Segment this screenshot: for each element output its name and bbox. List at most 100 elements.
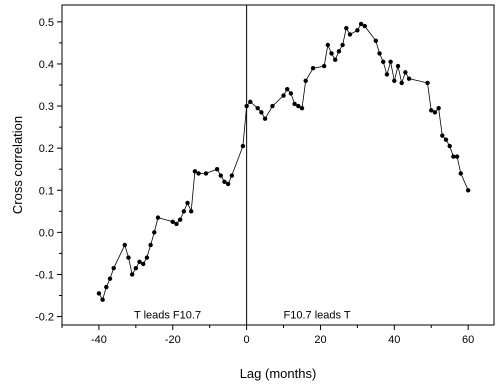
data-point xyxy=(155,215,161,220)
data-point xyxy=(362,23,367,29)
data-point xyxy=(447,143,452,149)
y-tick-label: 0.2 xyxy=(39,143,54,155)
data-point xyxy=(403,70,408,75)
data-point xyxy=(333,57,338,62)
data-point xyxy=(340,42,345,48)
data-point xyxy=(310,65,316,71)
data-point xyxy=(222,179,227,185)
data-point xyxy=(100,297,105,302)
data-point xyxy=(240,143,246,149)
series-line xyxy=(98,23,469,301)
data-point xyxy=(181,209,187,214)
data-point xyxy=(429,108,434,113)
data-point xyxy=(436,105,441,111)
data-point xyxy=(174,221,179,227)
data-point xyxy=(425,80,430,86)
data-point xyxy=(126,255,131,260)
data-point xyxy=(203,171,209,176)
data-point xyxy=(451,154,456,159)
data-point xyxy=(288,91,294,96)
data-point xyxy=(299,105,305,111)
y-tick-label: 0.3 xyxy=(39,101,54,113)
data-point xyxy=(214,167,220,172)
data-point xyxy=(137,259,142,265)
y-tick-label: 0.5 xyxy=(39,17,54,29)
data-point xyxy=(321,63,327,69)
y-axis-title: Cross correlation xyxy=(10,116,25,214)
data-point xyxy=(255,105,260,111)
data-point xyxy=(262,116,268,121)
annotation-layer: T leads F10.7 F10.7 leads T xyxy=(134,310,351,322)
series-layer xyxy=(96,21,471,302)
x-tick-label: -20 xyxy=(165,334,181,346)
data-point xyxy=(111,265,116,271)
data-point xyxy=(96,291,102,296)
data-point xyxy=(443,137,449,142)
data-point xyxy=(292,101,297,107)
data-point xyxy=(122,242,127,248)
data-point xyxy=(152,230,157,235)
data-point xyxy=(381,59,386,65)
data-point xyxy=(144,255,150,260)
data-point xyxy=(373,38,379,43)
data-point xyxy=(432,110,438,115)
region-annotation: T leads F10.7 xyxy=(134,310,201,322)
y-tick-label: 0.1 xyxy=(39,185,54,197)
data-point xyxy=(177,217,183,222)
region-annotation: F10.7 leads T xyxy=(284,310,351,322)
plot-frame xyxy=(61,4,495,326)
data-point xyxy=(104,284,109,290)
y-tick-label: 0.0 xyxy=(39,227,54,239)
data-point xyxy=(285,87,290,92)
data-point xyxy=(148,242,153,248)
data-point xyxy=(458,171,463,176)
data-point xyxy=(440,133,445,138)
data-point xyxy=(259,110,264,115)
data-point xyxy=(399,80,404,86)
data-point xyxy=(303,78,308,83)
data-point xyxy=(218,173,223,178)
data-point xyxy=(296,103,301,109)
data-point xyxy=(388,59,393,65)
data-point xyxy=(170,219,175,225)
x-tick-label: 0 xyxy=(244,334,250,346)
data-point xyxy=(336,49,342,54)
x-axis-title: Lag (months) xyxy=(240,366,317,381)
data-point xyxy=(395,63,401,69)
y-tick-label: 0.4 xyxy=(39,59,54,71)
data-point xyxy=(192,169,198,174)
data-point xyxy=(185,200,190,206)
data-point xyxy=(248,99,253,105)
data-point xyxy=(384,72,390,77)
data-point xyxy=(355,28,360,33)
data-point xyxy=(133,265,139,271)
data-point xyxy=(107,276,113,281)
y-axis-ticks: -0.2 -0.1 0.0 0.1 0.2 0.3 0.4 0.5 xyxy=(35,17,62,324)
data-point xyxy=(196,171,201,176)
data-point xyxy=(281,93,286,98)
x-tick-label: 60 xyxy=(462,334,474,346)
data-point xyxy=(189,209,194,214)
data-point xyxy=(225,181,231,187)
x-tick-label: 20 xyxy=(314,334,326,346)
x-axis-ticks: -40 -20 0 20 40 60 xyxy=(61,325,474,346)
x-tick-label: -40 xyxy=(91,334,107,346)
x-tick-label: 40 xyxy=(388,334,400,346)
data-point xyxy=(325,42,331,48)
data-point xyxy=(347,32,353,37)
y-tick-label: -0.1 xyxy=(35,269,54,281)
data-point xyxy=(129,272,135,277)
data-point xyxy=(358,21,364,27)
data-point xyxy=(392,78,397,83)
data-point xyxy=(229,173,235,178)
data-point xyxy=(465,188,471,193)
data-point xyxy=(244,103,249,109)
data-point xyxy=(329,51,334,56)
y-tick-label: -0.2 xyxy=(35,312,54,324)
data-point xyxy=(377,51,382,56)
data-point xyxy=(454,154,460,159)
data-point xyxy=(344,25,349,31)
data-point xyxy=(141,261,146,267)
data-point xyxy=(406,76,412,81)
